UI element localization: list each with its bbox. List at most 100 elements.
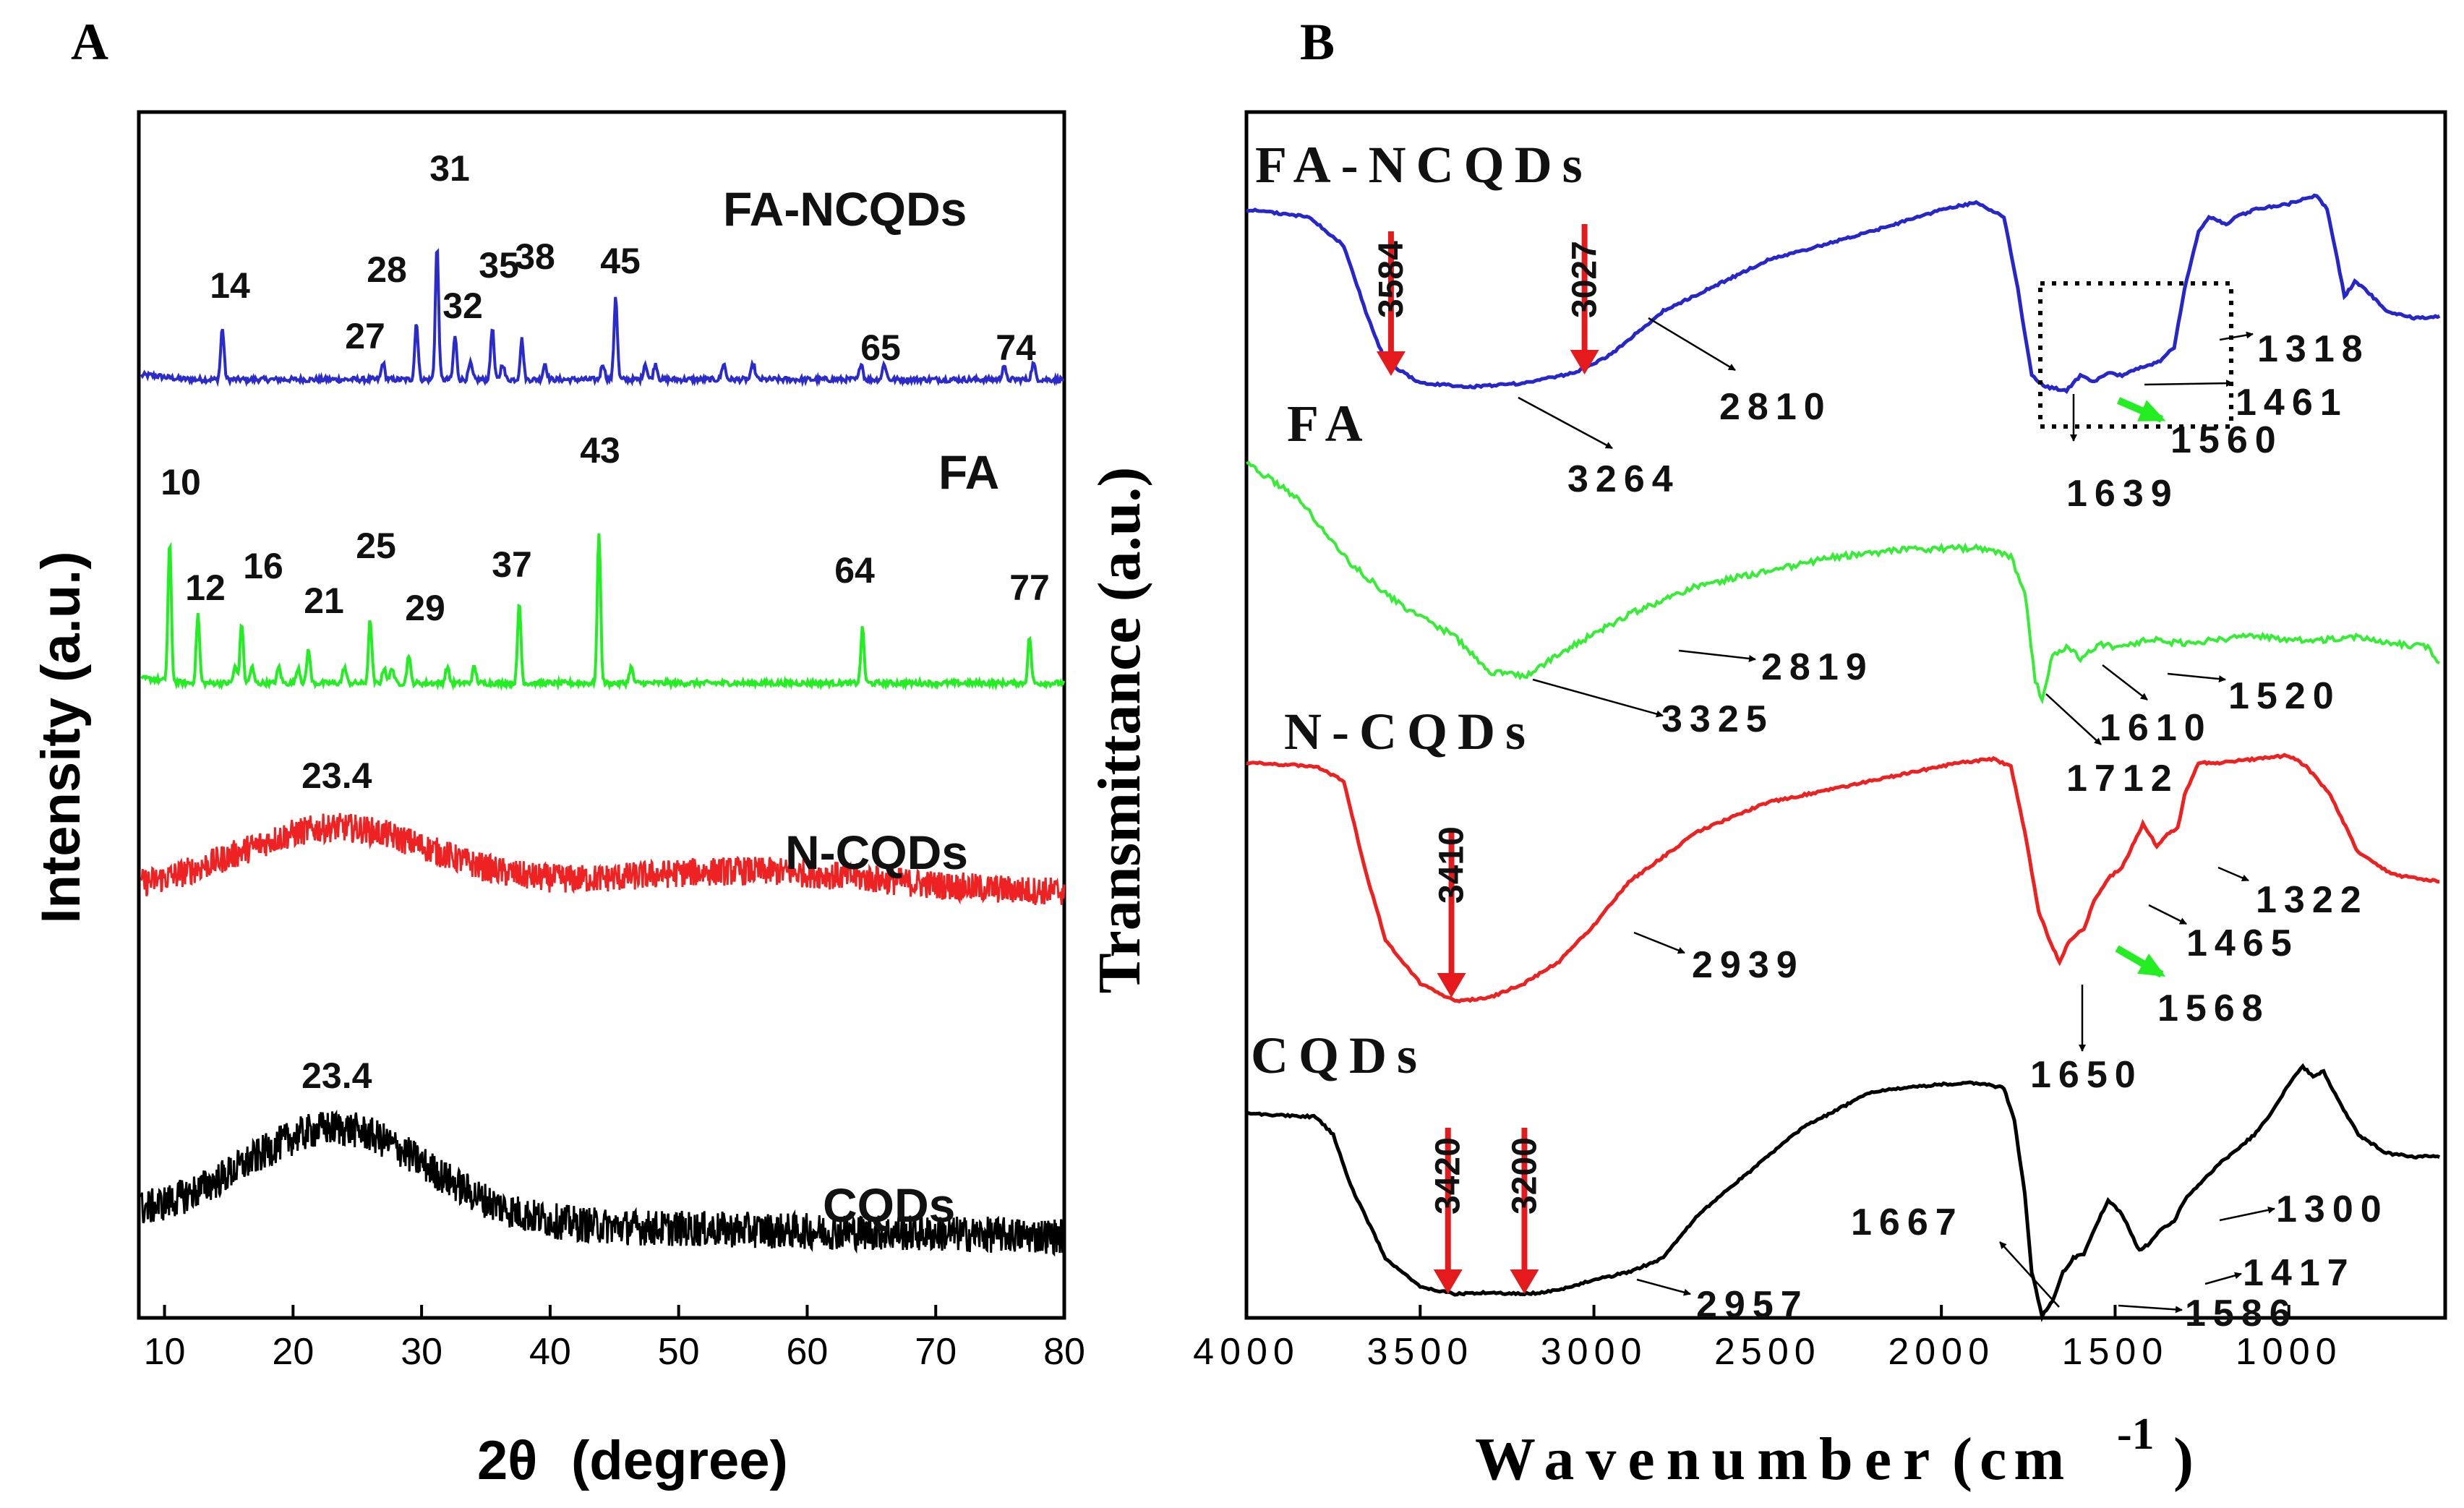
panel-a-x-ticks: 10 20 30 40 50 60 70 80 (144, 1305, 1085, 1373)
panel-b-xtick-label-1000: 1000 (2236, 1331, 2343, 1373)
panel-a-xtick-label-40: 40 (529, 1331, 571, 1373)
panel-a-xtick-label-60: 60 (787, 1331, 829, 1373)
panel-b-cqds-1300: 1300 (2276, 1188, 2389, 1230)
panel-b-fa-ncqds-pointer-1461 (2144, 380, 2233, 387)
panel-b-xtick-label-2500: 2500 (1714, 1331, 1821, 1373)
panel-a-trace-n-cqds (140, 813, 1066, 905)
panel-a-trace-fa-ncqds (140, 247, 1065, 387)
panel-b-fa-1712: 1712 (2066, 758, 2179, 800)
panel-b-fa-ncqds-arrow-3584-head (1376, 351, 1406, 376)
panel-a-fa-ncqds-peak-45: 45 (600, 241, 641, 281)
panel-b-xtick-label-1500: 1500 (2062, 1331, 2169, 1373)
panel-a-fa-ncqds-peak-31: 31 (429, 148, 470, 189)
panel-b-cqds-pointer-1300 (2219, 1206, 2275, 1222)
panel-a-fa-peak-77: 77 (1009, 567, 1050, 608)
panel-a-frame (137, 110, 1066, 1320)
panel-b-n-cqds-1650: 1650 (2030, 1054, 2143, 1096)
panel-b-fa-ncqds-arrow-3584-label: 3584 (1372, 241, 1411, 318)
panel-b-trace-fa-ncqds (1246, 193, 2441, 395)
panel-a-fa-ncqds-peak-28: 28 (367, 249, 407, 290)
panel-a-x-axis-title-unit: (degree) (571, 1430, 788, 1491)
panel-b-n-cqds-2939: 2939 (1692, 944, 1805, 986)
panel-b-fa-ncqds-pointer-2810 (1648, 317, 1736, 372)
panel-a-fa-ncqds-peak-27: 27 (345, 316, 385, 356)
panel-b-fa-pointer-2819 (1678, 649, 1756, 662)
panel-a-xtick-label-20: 20 (272, 1331, 314, 1373)
panel-b-fa-2819: 2819 (1761, 646, 1874, 688)
panel-a-fa-peak-37: 37 (492, 544, 532, 585)
panel-a-label-fa: FA (938, 445, 999, 499)
panel-b-series (1246, 193, 2441, 1323)
panel-b-fa-ncqds-1560: 1560 (2170, 419, 2283, 461)
panel-a-fa-peak-10: 10 (161, 462, 201, 502)
panel-b-n-cqds-arrow-3410-label: 3410 (1433, 826, 1471, 904)
panel-b-fa-pointer-1610 (2102, 664, 2148, 701)
panel-b-xtick-label-3000: 3000 (1541, 1331, 1648, 1373)
panel-b-x-axis-unit-exp: -1 (2117, 1410, 2155, 1459)
panel-b-n-cqds-pointer-1465 (2148, 904, 2187, 925)
panel-b-n-cqds-1568: 1568 (2157, 988, 2270, 1029)
panel-b-fa-ncqds-1461: 1461 (2236, 382, 2348, 424)
panel-b-fa-1520: 1520 (2228, 675, 2341, 717)
panel-a-label-cqds: CQDs (823, 1178, 955, 1232)
panel-b-label-fa-ncqds: FA-NCQDs (1255, 136, 1593, 194)
panel-a-peak-n-cqds: 23.4 (301, 755, 372, 796)
panel-b-ftir: 4000 3500 3000 2500 2000 1500 1000 3584 3027 326… (1086, 110, 2447, 1493)
panel-b-fa-ncqds-pointer-3264 (1518, 396, 1613, 450)
panel-a-fa-peak-21: 21 (304, 581, 344, 621)
panel-a-fa-peak-29: 29 (405, 588, 445, 628)
panel-b-xtick-label-4000: 4000 (1193, 1331, 1300, 1373)
panel-b-fa-ncqds-1639: 1639 (2066, 473, 2179, 515)
panel-a-xtick-label-50: 50 (658, 1331, 700, 1373)
panel-b-cqds-arrow-3200-head (1510, 1269, 1539, 1294)
panel-b-trace-cqds (1246, 1063, 2441, 1323)
panel-a-fa-peak-25: 25 (356, 526, 396, 566)
panel-b-fa-ncqds-1318: 1318 (2257, 328, 2370, 370)
panel-b-fa-3325: 3325 (1661, 698, 1774, 740)
panel-a-fa-ncqds-peak-74: 74 (996, 327, 1036, 368)
panel-a-label-fa-ncqds: FA-NCQDs (723, 182, 967, 236)
panel-b-fa-ncqds-arrow-3027-label: 3027 (1566, 241, 1604, 318)
panel-b-label-cqds: CQDs (1251, 1027, 1427, 1084)
panel-letter-b: B (1300, 13, 1335, 71)
panel-b-xtick-label-2000: 2000 (1888, 1331, 1995, 1373)
panel-a-xtick-label-30: 30 (401, 1331, 442, 1373)
panel-a-y-axis-title: Intensity (a.u.) (30, 551, 92, 923)
panel-a-fa-peak-64: 64 (834, 550, 875, 591)
panel-b-cqds-arrow-3420-label: 3420 (1429, 1137, 1468, 1214)
panel-a-fa-ncqds-peak-14: 14 (210, 265, 250, 306)
panel-b-fa-ncqds-pointer-1318 (2219, 331, 2254, 341)
panel-b-n-cqds-pointer-1322 (2217, 866, 2249, 882)
panel-a-fa-peak-16: 16 (243, 546, 283, 586)
panel-a-trace-fa (140, 533, 1066, 691)
panel-b-n-cqds-1465: 1465 (2186, 922, 2299, 964)
panel-b-cqds-pointer-1667 (1999, 1241, 2060, 1308)
panel-a-label-n-cqds: N-CQDs (785, 826, 968, 879)
panel-b-fa-ncqds-arrow-3027-head (1570, 350, 1599, 374)
panel-b-fa-pointer-1712 (2045, 693, 2102, 745)
panel-a-fa-peak-12: 12 (185, 567, 226, 608)
panel-b-fa-ncqds-3264: 3264 (1567, 458, 1680, 500)
panel-b-x-axis-unit-suffix: ) (2173, 1426, 2194, 1493)
panel-a-fa-ncqds-peak-65: 65 (860, 327, 901, 368)
panel-b-trace-n-cqds (1246, 753, 2440, 1003)
panel-a-x-axis-title-prefix: 2θ (477, 1430, 537, 1491)
panel-b-cqds-pointer-1586 (2118, 1304, 2183, 1314)
panel-b-fa-ncqds-green-arrow (2117, 397, 2166, 423)
panel-b-cqds-arrow-3420-head (1433, 1269, 1463, 1294)
panel-letter-a: A (71, 13, 108, 71)
panel-b-fa-1610: 1610 (2100, 707, 2212, 749)
panel-b-cqds-pointer-1417 (2204, 1272, 2242, 1285)
panel-a-peak-cqds: 23.4 (301, 1055, 372, 1096)
panel-b-frame (1244, 110, 2447, 1320)
panel-b-n-cqds-pointer-2939 (1633, 931, 1685, 954)
panel-b-cqds-arrow-3200-label: 3200 (1505, 1137, 1544, 1214)
panel-b-trace-fa (1246, 460, 2441, 705)
panel-b-y-axis-title: Transmittance (a.u.) (1086, 467, 1153, 994)
panel-a-xtick-label-70: 70 (915, 1331, 957, 1373)
panel-a-fa-ncqds-peak-35: 35 (479, 245, 519, 286)
panel-b-x-ticks: 4000 3500 3000 2500 2000 1500 1000 (1193, 1305, 2343, 1373)
panel-a-fa-ncqds-peak-32: 32 (442, 286, 483, 326)
